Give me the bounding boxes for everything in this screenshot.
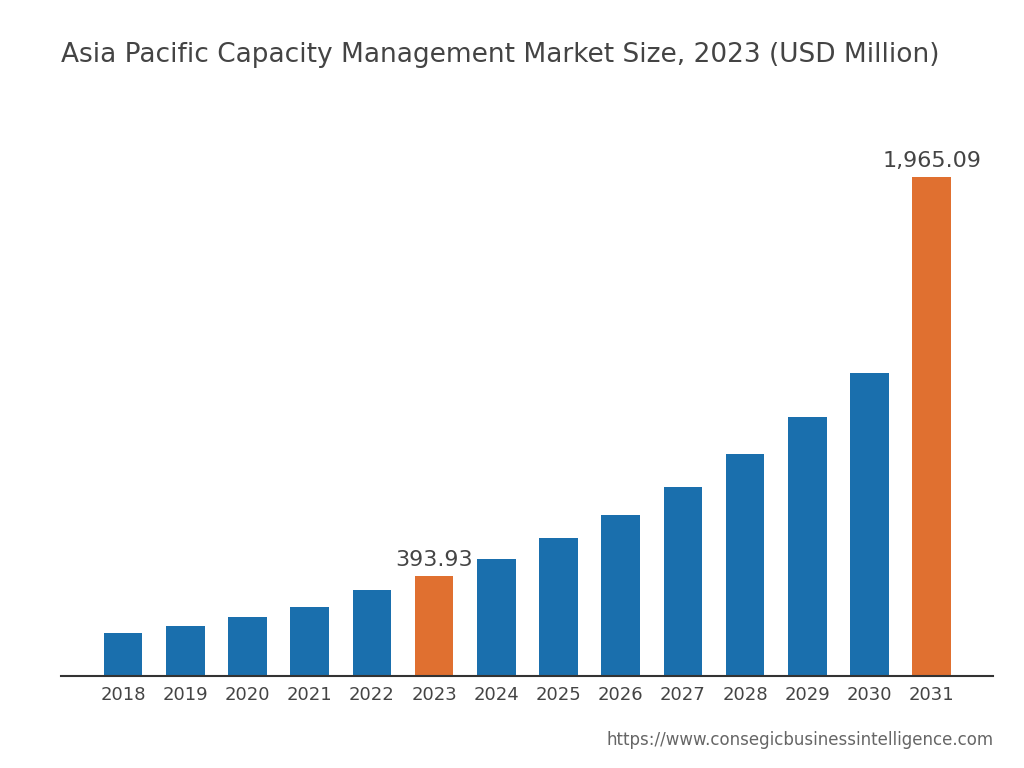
Bar bbox=[850, 372, 889, 676]
Bar bbox=[291, 607, 329, 676]
Bar bbox=[664, 487, 702, 676]
Bar bbox=[540, 538, 578, 676]
Text: 393.93: 393.93 bbox=[395, 550, 473, 570]
Text: 1,965.09: 1,965.09 bbox=[882, 151, 981, 170]
Bar bbox=[912, 177, 951, 676]
Bar bbox=[415, 576, 454, 676]
Bar bbox=[787, 417, 826, 676]
Bar bbox=[726, 454, 764, 676]
Bar bbox=[166, 626, 205, 676]
Bar bbox=[352, 590, 391, 676]
Bar bbox=[103, 633, 142, 676]
Text: Asia Pacific Capacity Management Market Size, 2023 (USD Million): Asia Pacific Capacity Management Market … bbox=[61, 41, 940, 68]
Bar bbox=[228, 617, 267, 676]
Bar bbox=[477, 558, 515, 676]
Bar bbox=[601, 515, 640, 676]
Text: https://www.consegicbusinessintelligence.com: https://www.consegicbusinessintelligence… bbox=[606, 731, 993, 749]
